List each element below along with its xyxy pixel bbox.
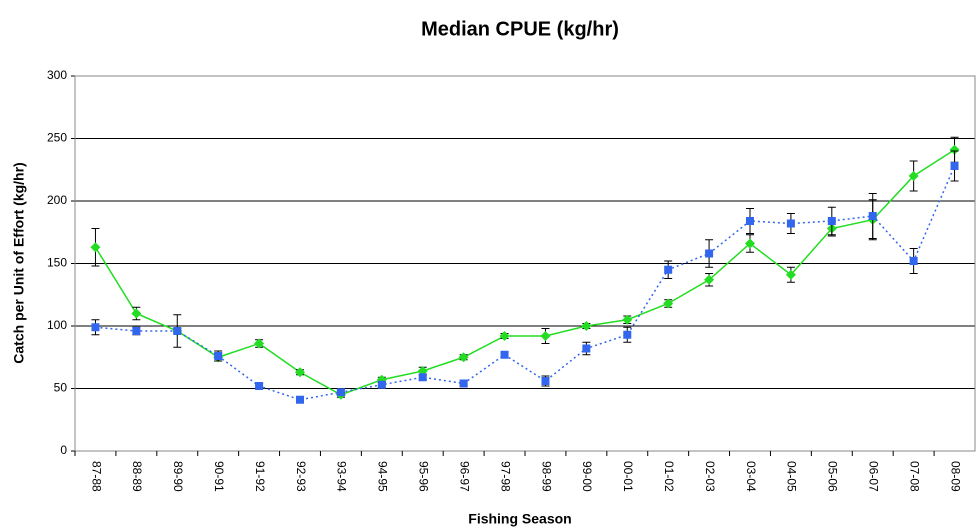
point: [949, 144, 960, 155]
x-tick-label: 88-89: [130, 461, 144, 492]
point: [746, 217, 754, 225]
point: [623, 330, 632, 339]
x-tick-label: 90-91: [212, 461, 226, 492]
point: [745, 238, 755, 249]
point: [90, 242, 101, 253]
x-tick-label: 96-97: [457, 461, 471, 492]
point: [786, 219, 795, 228]
x-tick-label: 93-94: [335, 461, 349, 492]
y-tick-label: 300: [47, 68, 67, 82]
point: [458, 352, 469, 363]
point: [254, 338, 265, 349]
point: [131, 308, 142, 319]
point: [950, 162, 959, 170]
point: [336, 388, 345, 397]
x-tick-label: 02-03: [703, 461, 717, 492]
point: [908, 171, 919, 181]
x-tick-label: 01-02: [662, 461, 676, 492]
y-tick-label: 150: [47, 256, 67, 270]
point: [500, 350, 509, 359]
point: [622, 314, 633, 325]
point: [296, 395, 304, 404]
series-line: [94, 149, 955, 396]
x-tick-label: 92-93: [294, 461, 308, 492]
point: [540, 331, 551, 341]
x-axis-title: Fishing Season: [468, 511, 571, 527]
x-tick-label: 89-90: [171, 461, 185, 492]
x-tick-label: 87-88: [89, 461, 103, 492]
point: [581, 321, 592, 331]
point: [705, 249, 714, 258]
x-tick-label: 91-92: [253, 461, 267, 492]
x-tick-label: 97-98: [498, 461, 512, 492]
x-tick-label: 95-96: [417, 461, 431, 492]
point: [541, 377, 550, 385]
x-tick-label: 07-08: [907, 461, 921, 492]
point: [418, 373, 427, 382]
point: [499, 331, 510, 341]
x-tick-label: 04-05: [785, 461, 799, 492]
y-tick-label: 250: [47, 131, 67, 145]
y-tick-label: 0: [60, 443, 67, 457]
x-tick-label: 03-04: [744, 461, 758, 492]
point: [909, 257, 918, 265]
point: [459, 379, 468, 388]
x-tick-label: 99-00: [580, 461, 594, 492]
point: [295, 367, 305, 378]
x-tick-label: 00-01: [621, 461, 635, 492]
x-tick-label: 94-95: [376, 461, 390, 492]
y-axis-title: Catch per Unit of Effort (kg/hr): [11, 162, 27, 363]
point: [132, 327, 141, 335]
point: [377, 380, 386, 389]
point: [173, 327, 182, 335]
x-tick-label: 08-09: [948, 461, 962, 492]
point: [868, 212, 877, 220]
y-tick-label: 200: [47, 193, 67, 207]
y-tick-label: 50: [54, 381, 68, 395]
point: [91, 323, 100, 332]
point: [255, 382, 264, 390]
point: [663, 298, 674, 309]
point: [582, 344, 591, 353]
x-tick-label: 98-99: [539, 461, 553, 492]
point: [664, 265, 673, 274]
series-line: [95, 165, 956, 401]
point: [785, 269, 796, 280]
point: [827, 217, 836, 225]
x-tick-label: 05-06: [826, 461, 840, 492]
point: [704, 274, 715, 285]
y-tick-label: 100: [47, 318, 67, 332]
x-tick-label: 06-07: [867, 461, 881, 492]
point: [214, 352, 223, 360]
chart-title: Median CPUE (kg/hr): [421, 18, 619, 40]
